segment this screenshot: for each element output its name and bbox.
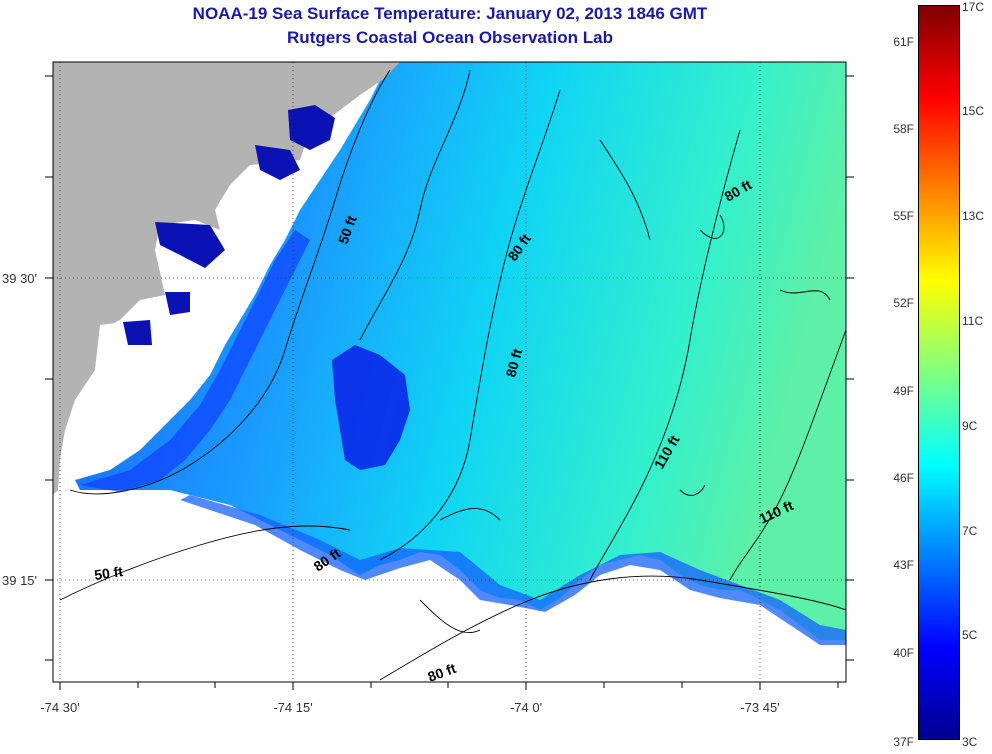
- contour-110ft: [589, 129, 741, 581]
- map-title: NOAA-19 Sea Surface Temperature: January…: [192, 4, 708, 23]
- contour-80ft: [379, 89, 561, 561]
- plot-frame: [52, 61, 847, 683]
- x-tick-label: -73 45': [740, 700, 779, 715]
- map-subtitle: Rutgers Coastal Ocean Observation Lab: [287, 28, 613, 47]
- colorbar-f-label: 52F: [893, 296, 914, 310]
- colorbar-c-label: 11C: [962, 314, 984, 328]
- bay-water: [165, 292, 190, 315]
- colorbar-c-label: 3C: [962, 735, 978, 749]
- sst-field: [75, 62, 846, 640]
- land-mass: [53, 62, 400, 495]
- contour-50ft: [69, 69, 391, 495]
- contour-80ft: [359, 69, 471, 341]
- colorbar-f-label: 61F: [893, 35, 914, 49]
- y-tick-label: 39 15': [2, 573, 37, 588]
- x-tick-label: -74 15': [273, 700, 312, 715]
- colorbar-f-label: 43F: [893, 558, 914, 572]
- colorbar-c-label: 5C: [962, 628, 978, 642]
- sst-cold-core: [332, 345, 410, 470]
- colorbar-f-label: 49F: [893, 384, 914, 398]
- bay-water: [255, 145, 300, 180]
- bay-water: [288, 105, 335, 150]
- contour-label: 50 ft: [93, 563, 124, 583]
- contour-50ft-south: [59, 525, 351, 601]
- contour-110ft: [729, 329, 846, 581]
- colorbar-f-label: 55F: [893, 209, 914, 223]
- axis-ticks: [45, 75, 854, 690]
- colorbar-c-label: 15C: [962, 104, 985, 118]
- colorbar-c-label: 9C: [962, 419, 978, 433]
- marsh-patch: [95, 320, 185, 420]
- sst-nearshore: [80, 230, 310, 492]
- colorbar-f-label: 46F: [893, 471, 914, 485]
- y-tick-label: 39 30': [2, 271, 37, 286]
- contour-label: 80 ft: [502, 347, 525, 379]
- x-tick-label: -74 0': [510, 700, 542, 715]
- colorbar-f-label: 37F: [893, 735, 914, 749]
- bay-water: [155, 222, 225, 268]
- colorbar-c-label: 17C: [962, 0, 985, 14]
- colorbar-f-label: 40F: [893, 646, 914, 660]
- marsh-patch: [220, 195, 285, 250]
- bay-water: [123, 320, 152, 345]
- x-tick-label: -74 30': [40, 700, 79, 715]
- grid-lines: [53, 62, 846, 682]
- colorbar-c-label: 13C: [962, 209, 985, 223]
- colorbar-f-label: 58F: [893, 122, 914, 136]
- colorbar-c-label: 7C: [962, 524, 978, 538]
- temperature-colorbar: [918, 5, 960, 740]
